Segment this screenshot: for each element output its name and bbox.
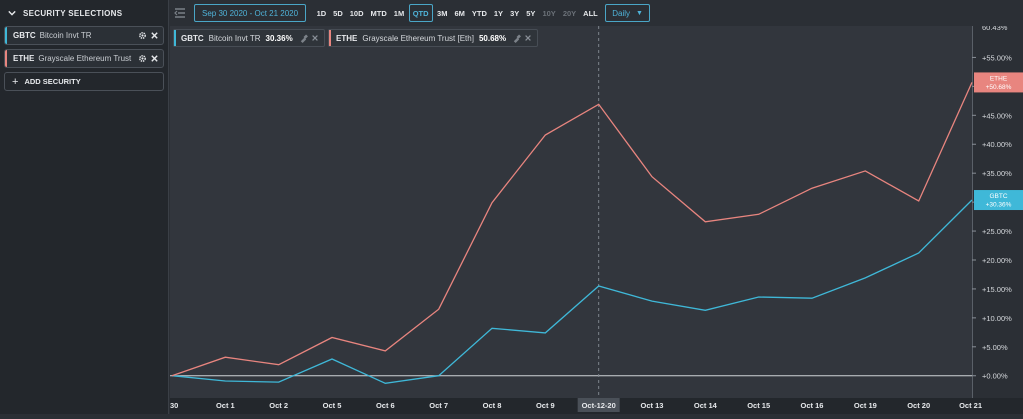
period-1y[interactable]: 1Y: [493, 8, 504, 18]
security-ticker: GBTC: [13, 31, 36, 40]
security-sidebar: SECURITY SELECTIONS GBTC Bitcoin Invt TR…: [0, 0, 169, 414]
x-tick-label: 30: [170, 401, 178, 410]
security-name: Bitcoin Invt TR: [39, 31, 92, 40]
period-3m[interactable]: 3M: [437, 8, 448, 18]
chevron-down-icon[interactable]: [8, 9, 16, 17]
chevron-down-icon: ▼: [636, 9, 643, 17]
close-icon[interactable]: [524, 34, 532, 42]
y-tick-label: +10.00%: [982, 314, 1012, 323]
x-tick-label: Oct 20: [907, 401, 930, 410]
period-1m[interactable]: 1M: [393, 8, 405, 18]
period-6m[interactable]: 6M: [454, 8, 465, 18]
x-tick-label: Oct 13: [641, 401, 664, 410]
period-20y: 20Y: [562, 8, 577, 18]
period-ytd[interactable]: YTD: [471, 8, 487, 18]
legend-color-stripe: [329, 30, 331, 46]
period-5d[interactable]: 5D: [333, 8, 343, 18]
legend-name: Bitcoin Invt TR: [208, 33, 261, 43]
y-tick-label: +45.00%: [982, 111, 1012, 120]
value-badge-value: +50.68%: [986, 84, 1012, 91]
period-qtd[interactable]: QTD: [408, 4, 433, 22]
period-3y[interactable]: 3Y: [510, 8, 520, 18]
add-security-button[interactable]: + ADD SECURITY: [4, 72, 164, 91]
frequency-select[interactable]: Daily ▼: [605, 4, 650, 22]
value-badge-ethe: ETHE +50.68%: [974, 72, 1023, 93]
close-icon[interactable]: [311, 34, 319, 42]
y-max-label: 60.43%: [982, 26, 1008, 32]
legend-ticker: GBTC: [181, 33, 204, 43]
security-selections-header[interactable]: SECURITY SELECTIONS: [0, 0, 168, 26]
period-10d[interactable]: 10D: [349, 8, 364, 18]
period-1d[interactable]: 1D: [316, 8, 327, 18]
security-item-ethe[interactable]: ETHE Grayscale Ethereum Trust ...: [4, 49, 164, 68]
date-range-picker[interactable]: Sep 30 2020 - Oct 21 2020: [194, 4, 307, 22]
close-icon[interactable]: [150, 54, 159, 63]
y-tick-label: +15.00%: [982, 285, 1012, 294]
period-5y[interactable]: 5Y: [526, 8, 536, 18]
legend-item-gbtc[interactable]: GBTC Bitcoin Invt TR 30.36%: [173, 29, 325, 47]
x-tick-label: Oct 16: [801, 401, 824, 410]
plot-area: [170, 26, 972, 398]
y-tick-label: +25.00%: [982, 227, 1012, 236]
y-tick-label: +35.00%: [982, 169, 1012, 178]
legend-item-ethe[interactable]: ETHE Grayscale Ethereum Trust [Eth] 50.6…: [328, 29, 539, 47]
x-tick-label: Oct 21: [959, 401, 982, 410]
sidebar-title: SECURITY SELECTIONS: [23, 8, 123, 18]
series-color-stripe: [5, 27, 7, 44]
x-tick-label: Oct 1: [216, 401, 235, 410]
x-tick-label: Oct 14: [694, 401, 718, 410]
x-tick-label: Oct 7: [429, 401, 448, 410]
period-10y: 10Y: [542, 8, 556, 18]
line-chart-svg: +0.00% +5.00% +10.00% +15.00% +20.00% +25.00%…: [170, 23, 1023, 414]
chart-toolbar: Sep 30 2020 - Oct 21 2020 1D 5D 10D MTD …: [170, 0, 1023, 26]
gear-icon[interactable]: [138, 54, 147, 63]
series-line-ethe: [171, 82, 973, 377]
y-tick-label: +0.00%: [982, 372, 1008, 381]
legend-value: 30.36%: [265, 33, 293, 43]
x-highlight-badge: [577, 398, 620, 412]
y-tick-label: +20.00%: [982, 256, 1012, 265]
y-tick-label: +5.00%: [982, 343, 1008, 352]
x-tick-label: Oct 8: [483, 401, 502, 410]
x-tick-label: Oct 15: [747, 401, 770, 410]
legend-value: 50.68%: [478, 33, 507, 43]
close-icon[interactable]: [150, 31, 159, 40]
legend-color-stripe: [174, 30, 176, 46]
add-security-label: ADD SECURITY: [24, 77, 81, 86]
x-tick-label: Oct 5: [323, 401, 342, 410]
y-tick-label: +55.00%: [982, 53, 1012, 62]
legend-ticker: ETHE: [336, 33, 358, 43]
x-tick-label: Oct 9: [536, 401, 555, 410]
collapse-panel-icon[interactable]: [174, 7, 186, 19]
paint-icon[interactable]: [299, 33, 308, 43]
value-badge-ticker: ETHE: [990, 75, 1008, 82]
y-tick-label: +40.00%: [982, 140, 1012, 149]
x-tick-label: Oct 6: [376, 401, 395, 410]
paint-icon[interactable]: [512, 33, 522, 43]
value-badge-value: +30.36%: [986, 202, 1012, 209]
plus-icon: +: [12, 75, 19, 88]
frequency-value: Daily: [612, 8, 631, 18]
gear-icon[interactable]: [138, 31, 147, 40]
series-color-stripe: [5, 50, 7, 67]
period-all[interactable]: ALL: [583, 8, 598, 18]
x-tick-label: Oct 19: [854, 401, 877, 410]
value-badge-bg: [974, 190, 1023, 211]
value-badge-ticker: GBTC: [989, 193, 1007, 200]
legend-name: Grayscale Ethereum Trust [Eth]: [362, 33, 474, 43]
security-name: Grayscale Ethereum Trust ...: [38, 54, 135, 63]
performance-chart: +0.00% +5.00% +10.00% +15.00% +20.00% +25.00%…: [170, 23, 1023, 414]
series-line-gbtc: [171, 199, 973, 384]
value-badge-gbtc: GBTC +30.36%: [974, 190, 1023, 211]
security-item-gbtc[interactable]: GBTC Bitcoin Invt TR: [4, 26, 164, 45]
period-mtd[interactable]: MTD: [370, 8, 387, 18]
security-ticker: ETHE: [13, 54, 35, 63]
x-tick-label: Oct-12-20: [582, 401, 616, 410]
x-tick-label: Oct 2: [269, 401, 288, 410]
value-badge-bg: [974, 72, 1023, 93]
